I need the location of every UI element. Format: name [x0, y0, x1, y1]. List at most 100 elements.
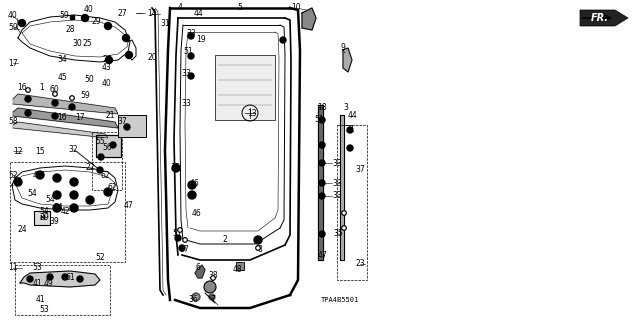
Text: 17: 17: [8, 59, 18, 68]
Text: 33: 33: [332, 179, 342, 188]
Circle shape: [209, 294, 215, 300]
Circle shape: [86, 196, 94, 204]
Circle shape: [178, 228, 182, 232]
Text: 47: 47: [123, 201, 133, 210]
Text: 60: 60: [49, 84, 59, 93]
Text: 33: 33: [186, 29, 196, 38]
Text: 33: 33: [181, 68, 191, 77]
Text: 23: 23: [355, 260, 365, 268]
Text: 52: 52: [95, 253, 105, 262]
Circle shape: [183, 238, 188, 242]
Text: 53: 53: [39, 305, 49, 314]
Circle shape: [204, 281, 216, 293]
Text: 43: 43: [102, 63, 112, 73]
Circle shape: [194, 295, 198, 299]
Circle shape: [53, 191, 61, 199]
Circle shape: [47, 274, 53, 280]
Text: 24: 24: [17, 226, 27, 235]
Text: 38: 38: [208, 270, 218, 279]
Text: 32: 32: [68, 146, 78, 155]
Polygon shape: [13, 94, 118, 114]
Text: 28: 28: [65, 25, 75, 34]
Bar: [236, 262, 244, 270]
Circle shape: [27, 89, 29, 91]
Circle shape: [179, 229, 181, 231]
Circle shape: [319, 160, 325, 166]
Circle shape: [25, 110, 31, 116]
Text: H: H: [39, 215, 45, 221]
Text: 30: 30: [72, 39, 82, 49]
Bar: [10, 162, 125, 262]
Circle shape: [188, 33, 194, 39]
Text: 59: 59: [8, 23, 18, 33]
Circle shape: [110, 142, 116, 148]
Circle shape: [104, 22, 111, 29]
Text: 31: 31: [345, 124, 355, 133]
Text: 26: 26: [102, 55, 112, 65]
Text: FR.: FR.: [591, 13, 609, 23]
Text: 37: 37: [117, 116, 127, 125]
Text: 54: 54: [45, 196, 55, 204]
Circle shape: [188, 181, 196, 189]
Text: 22: 22: [85, 164, 95, 172]
Circle shape: [124, 124, 130, 130]
Bar: [96, 135, 121, 157]
Circle shape: [125, 52, 132, 59]
Circle shape: [122, 35, 129, 42]
Text: 16: 16: [17, 84, 27, 92]
Circle shape: [19, 20, 26, 27]
Circle shape: [192, 293, 200, 301]
Text: 54: 54: [27, 188, 37, 197]
Text: 59: 59: [80, 92, 90, 100]
Text: 16: 16: [57, 114, 67, 123]
Text: 53: 53: [32, 263, 42, 273]
Circle shape: [184, 239, 186, 241]
Text: 36: 36: [188, 295, 198, 305]
Circle shape: [14, 178, 22, 186]
Circle shape: [97, 167, 103, 173]
Circle shape: [188, 191, 196, 199]
Text: 41: 41: [32, 279, 42, 289]
Circle shape: [70, 191, 78, 199]
Text: 27: 27: [117, 9, 127, 18]
Circle shape: [343, 227, 345, 229]
Circle shape: [254, 236, 262, 244]
Text: 3: 3: [344, 102, 348, 111]
Text: 35: 35: [333, 229, 343, 238]
Circle shape: [71, 97, 73, 99]
Text: 20: 20: [147, 53, 157, 62]
Text: 12: 12: [13, 147, 23, 156]
Circle shape: [70, 204, 78, 212]
Circle shape: [172, 164, 180, 172]
Text: 50: 50: [84, 76, 94, 84]
Circle shape: [342, 226, 346, 230]
Text: 14: 14: [147, 9, 157, 18]
Text: 11: 11: [8, 263, 18, 273]
Text: 59: 59: [59, 12, 69, 20]
Bar: [96, 135, 121, 157]
Polygon shape: [340, 115, 344, 260]
Circle shape: [175, 235, 181, 241]
Circle shape: [26, 88, 30, 92]
Text: 10: 10: [291, 4, 301, 12]
Bar: [34, 211, 50, 225]
Circle shape: [70, 96, 74, 100]
Circle shape: [36, 171, 44, 179]
Circle shape: [343, 212, 345, 214]
Text: 44: 44: [193, 10, 203, 19]
Circle shape: [27, 276, 33, 282]
Text: 9: 9: [340, 43, 346, 52]
Text: 61: 61: [65, 273, 75, 282]
Text: 58: 58: [8, 117, 18, 126]
Text: 18: 18: [317, 102, 327, 111]
Text: 13: 13: [247, 108, 257, 117]
Text: 1: 1: [40, 84, 44, 92]
Circle shape: [188, 73, 194, 79]
Text: 33: 33: [332, 191, 342, 201]
Circle shape: [179, 245, 185, 251]
Text: 41: 41: [35, 295, 45, 305]
Text: 45: 45: [57, 73, 67, 82]
Circle shape: [319, 231, 325, 237]
Circle shape: [106, 57, 113, 63]
Circle shape: [53, 204, 61, 212]
